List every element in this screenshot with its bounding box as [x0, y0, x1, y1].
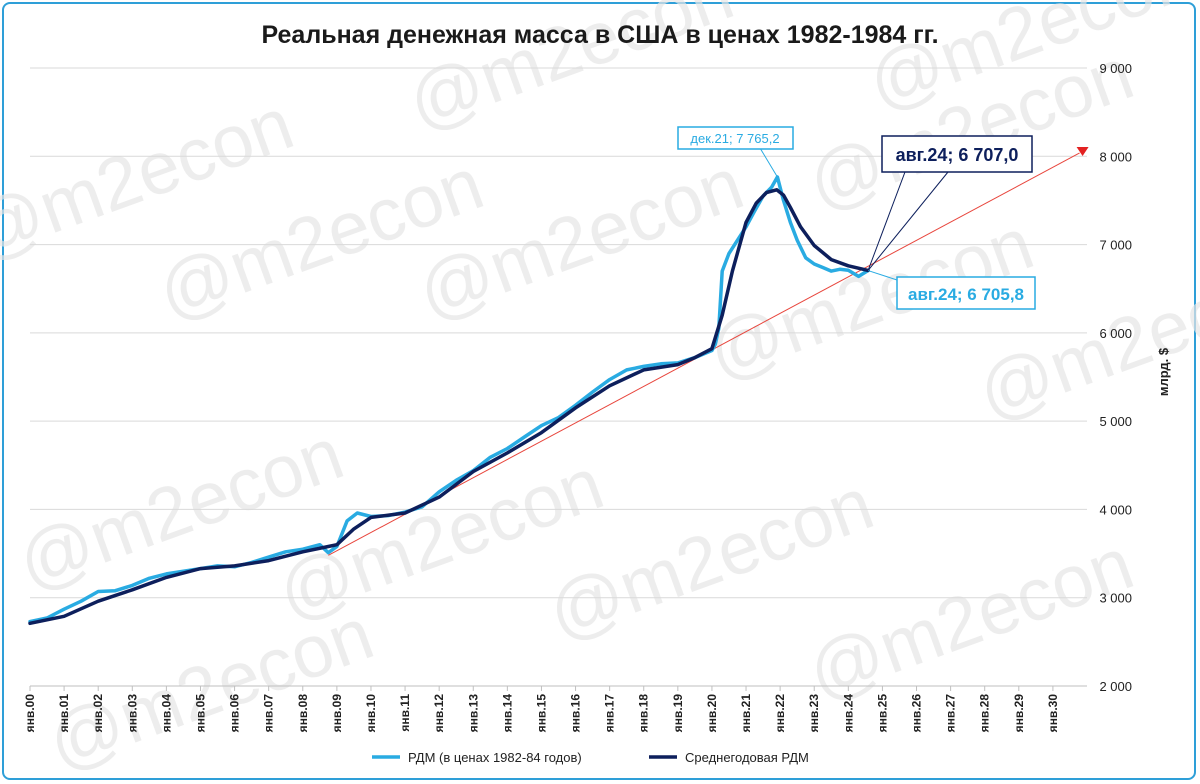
y-tick-label: 7 000	[1099, 238, 1132, 253]
x-tick-label: янв.21	[739, 694, 753, 733]
annotation-leader	[759, 147, 778, 178]
x-tick-label: янв.06	[228, 694, 242, 733]
annotation-box	[881, 135, 1033, 173]
annotation-box	[677, 126, 794, 150]
x-tick-label: янв.20	[705, 694, 719, 733]
x-tick-label: янв.14	[500, 694, 514, 733]
annotation-label: авг.24; 6 707,0	[896, 145, 1019, 165]
x-tick-label: янв.16	[569, 694, 583, 733]
x-tick-label: янв.18	[637, 694, 651, 733]
x-tick-label: янв.23	[807, 694, 821, 733]
x-tick-label: янв.27	[944, 694, 958, 733]
x-tick-label: янв.02	[91, 694, 105, 733]
x-tick-label: янв.11	[398, 694, 412, 732]
annotation-leader	[867, 171, 906, 271]
x-tick-label: янв.08	[296, 694, 310, 733]
y-tick-label: 9 000	[1099, 61, 1132, 76]
y-tick-label: 6 000	[1099, 326, 1132, 341]
x-tick-label: янв.05	[193, 694, 207, 733]
x-tick-label: янв.09	[330, 694, 344, 733]
series-layer	[28, 175, 870, 626]
x-tick-label: янв.19	[671, 694, 685, 733]
watermark-text: @m2econ	[37, 591, 383, 784]
y-axis-ticks: 2 000 3 000 4 000 5 000 6 000 7 000 8 000 9 000	[1099, 61, 1132, 694]
annotations: дек.21; 7 765,2 авг.24; 6 707,0 авг.24; 6 …	[677, 126, 1036, 310]
x-tick-label: янв.25	[875, 694, 889, 733]
y-tick-label: 5 000	[1099, 414, 1132, 429]
legend-label-rdm: РДМ (в ценах 1982-84 годов)	[408, 750, 582, 765]
annotation-label: дек.21; 7 765,2	[690, 131, 779, 146]
annotation-leader	[867, 270, 898, 281]
legend-label-avg: Среднегодовая РДМ	[685, 750, 809, 765]
legend: РДМ (в ценах 1982-84 годов) Среднегодовая…	[372, 750, 809, 765]
annotation-label: авг.24; 6 705,8	[908, 285, 1024, 304]
annotation-box	[896, 276, 1036, 310]
x-tick-label: янв.15	[534, 694, 548, 733]
x-tick-label: янв.13	[466, 694, 480, 733]
x-tick-label: янв.30	[1046, 694, 1060, 733]
series-avg-line	[28, 188, 870, 626]
x-tick-label: янв.07	[262, 694, 276, 733]
x-tick-label: янв.29	[1012, 694, 1026, 733]
y-tick-label: 4 000	[1099, 502, 1132, 517]
x-tick-label: янв.10	[364, 694, 378, 733]
x-tick-label: янв.04	[159, 694, 173, 733]
x-axis-ticks: янв.00 янв.01 янв.02 янв.03 янв.04 янв.05 янв.…	[23, 686, 1060, 732]
y-tick-label: 8 000	[1099, 149, 1132, 164]
x-tick-label: янв.28	[978, 694, 992, 733]
x-tick-label: янв.03	[125, 694, 139, 733]
y-axis-label: млрд. $	[1156, 347, 1171, 396]
chart-title: Реальная денежная масса в США в ценах 19…	[261, 21, 938, 49]
x-tick-label: янв.01	[57, 694, 71, 733]
y-tick-label: 2 000	[1099, 679, 1132, 694]
trend-end-marker	[1076, 146, 1089, 156]
x-tick-label: янв.00	[23, 694, 37, 733]
y-tick-label: 3 000	[1099, 591, 1132, 606]
x-tick-label: янв.22	[773, 694, 787, 733]
x-tick-label: янв.24	[841, 694, 855, 733]
x-tick-label: янв.12	[432, 694, 446, 733]
annotation-leader	[867, 171, 949, 271]
x-tick-label: янв.26	[910, 694, 924, 733]
x-tick-label: янв.17	[603, 694, 617, 733]
